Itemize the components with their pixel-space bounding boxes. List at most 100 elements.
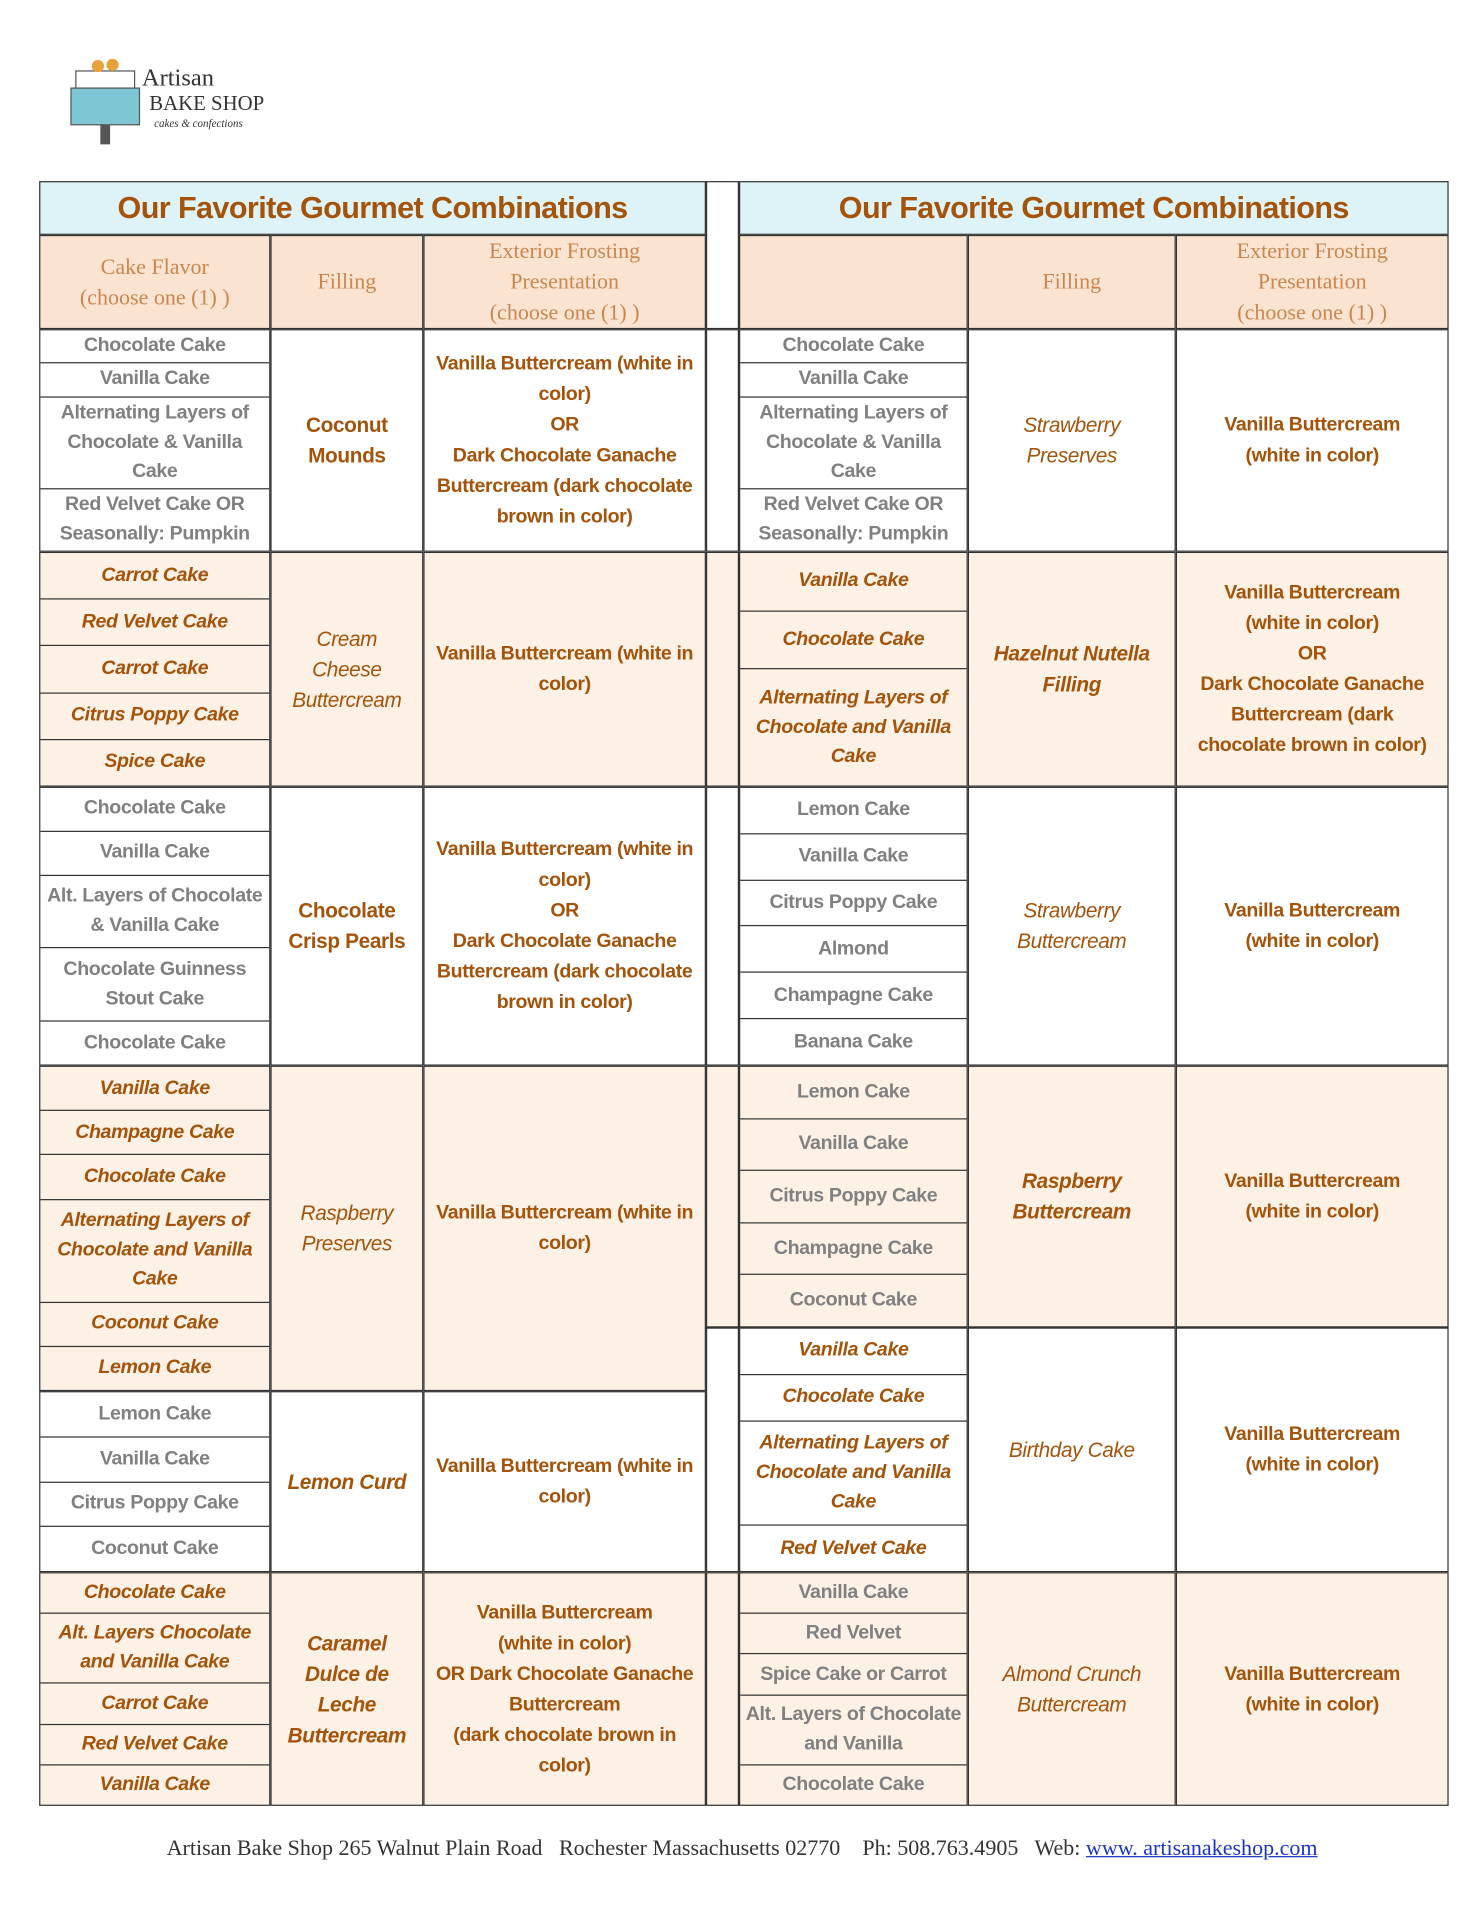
logo-stand [100,124,111,145]
logo-cake-top [75,70,136,89]
frosting: Vanilla Buttercream (white in color) OR … [1175,551,1449,787]
web-label: Web: [1034,1835,1081,1860]
flavor: Alternating Layers of Chocolate and Vani… [755,687,951,767]
flavor: Spice Cake or Carrot [740,1655,967,1696]
filling: Chocolate Crisp Pearls [270,786,424,1066]
flavor: Lemon Cake [740,1067,967,1120]
flavor: Citrus Poppy Cake [740,880,967,927]
flavor: Chocolate Cake [40,330,270,364]
filling: Caramel Dulce de Leche Buttercream [270,1572,424,1806]
frosting: Vanilla Buttercream (white in color) OR … [423,1572,706,1806]
table-title: Our Favorite Gourmet Combinations [738,181,1449,235]
filling: Strawberry Preserves [967,329,1176,552]
table-title: Our Favorite Gourmet Combinations [39,181,706,235]
filling: Raspberry Preserves [270,1065,424,1392]
flavor: Carrot Cake [40,647,270,694]
flavor-list: Chocolate Cake Alt. Layers Chocolate and … [39,1572,271,1806]
flavor-list: Lemon Cake Vanilla Cake Citrus Poppy Cake C… [39,1391,271,1573]
flavor: Almond [740,927,967,974]
flavor: Red Velvet Cake [40,600,270,647]
flavor-list: Vanilla Cake Chocolate Cake Alternating La… [738,551,968,787]
frosting: Vanilla Buttercream (white in color) OR … [423,786,706,1066]
flavor: Alternating Layers of Chocolate and Vani… [740,1421,967,1527]
flavor: Chocolate Cake [740,611,967,670]
logo-line1: Artisan [142,65,214,92]
flavor: Vanilla Cake [99,1773,211,1795]
filling: Strawberry Buttercream [967,786,1176,1066]
flavor: Citrus Poppy Cake [40,693,270,740]
flavor: Red Velvet Cake OR Seasonally: Pumpkin [758,494,949,545]
column-header: Filling [270,234,424,330]
frosting: Vanilla Buttercream (white in color) [423,1065,706,1392]
frosting: Vanilla Buttercream (white in color) [423,551,706,787]
flavor: Alt. Layers of Chocolate and Vanilla [740,1695,967,1766]
flavor: Alt. Layers Chocolate and Vanilla Cake [40,1614,270,1685]
filling: Hazelnut Nutella Filling [967,551,1176,787]
flavor: Coconut Cake [789,1289,918,1311]
filling: Birthday Cake [967,1327,1176,1573]
flavor-list: Chocolate Cake Vanilla Cake Alt. Layers of… [39,786,271,1066]
flavor: Vanilla Cake [740,364,967,398]
flavor: Chocolate Cake [40,788,270,832]
flavor: Vanilla Cake [740,1573,967,1615]
footer: Artisan Bake Shop 265 Walnut Plain Road … [0,1835,1484,1861]
gap-cell [705,1572,739,1806]
flavor: Chocolate Cake [40,1155,270,1200]
flavor: Red Velvet Cake [40,1725,270,1766]
column-header: Filling [967,234,1176,330]
flavor: Red Velvet Cake OR Seasonally: Pumpkin [59,494,250,545]
flavor: Lemon Cake [740,788,967,835]
frosting: Vanilla Buttercream (white in color) [1175,1327,1449,1573]
flavor: Red Velvet [740,1614,967,1655]
flavor: Chocolate Cake [782,1773,925,1795]
logo-flower [106,58,119,71]
flavor: Chocolate Cake [740,1375,967,1422]
logo-line2: BAKE SHOP [149,92,264,115]
column-header: Exterior Frosting Presentation (choose o… [1175,234,1449,330]
flavor: Red Velvet Cake [780,1537,927,1559]
flavor: Chocolate Cake [83,1032,226,1053]
flavor-list: Chocolate Cake Vanilla Cake Alternating La… [738,329,968,552]
flavor: Alt. Layers of Chocolate & Vanilla Cake [40,876,270,949]
flavor: Vanilla Cake [740,1119,967,1172]
frosting: Vanilla Buttercream (white in color) [1175,1572,1449,1806]
flavor: Coconut Cake [91,1538,219,1559]
flavor: Vanilla Cake [740,1329,967,1375]
flavor: Citrus Poppy Cake [740,1171,967,1224]
flavor: Spice Cake [104,751,206,773]
flavor: Vanilla Cake [740,553,967,612]
flavor-list: Vanilla Cake Champagne Cake Chocolate Cake… [39,1065,271,1392]
gap-cell [705,1327,739,1573]
flavor-list: Vanilla Cake Red Velvet Spice Cake or Carr… [738,1572,968,1806]
flavor: Vanilla Cake [740,834,967,881]
flavor: Lemon Cake [98,1357,212,1379]
flavor: Chocolate Cake [740,330,967,364]
web-link[interactable]: www. artisanakeshop.com [1085,1835,1318,1860]
flavor: Vanilla Cake [40,832,270,876]
logo-line3: cakes & confections [154,118,243,130]
flavor: Chocolate Guinness Stout Cake [40,949,270,1022]
logo-flower [91,59,104,73]
flavor: Champagne Cake [40,1111,270,1156]
gap-cell [705,786,739,1066]
filling: Coconut Mounds [270,329,424,552]
frosting: Vanilla Buttercream (white in color) [1175,329,1449,552]
flavor: Carrot Cake [40,1684,270,1725]
flavor: Alternating Layers of Chocolate & Vanill… [40,397,270,490]
phone: Ph: 508.763.4905 [862,1835,1019,1860]
gap-title [705,181,739,330]
address: Artisan Bake Shop 265 Walnut Plain Road … [166,1835,841,1860]
flavor: Alternating Layers of Chocolate & Vanill… [740,397,967,490]
gap-cell [705,551,739,787]
flavor: Champagne Cake [740,1223,967,1276]
flavor: Champagne Cake [740,973,967,1020]
flavor-list: Lemon Cake Vanilla Cake Citrus Poppy Cake A… [738,786,968,1066]
flavor: Banana Cake [793,1030,913,1052]
flavor: Carrot Cake [40,553,270,600]
frosting: Vanilla Buttercream (white in color) [1175,786,1449,1066]
column-header: Cake Flavor (choose one (1) ) [39,234,271,330]
flavor-list: Vanilla Cake Chocolate Cake Alternating La… [738,1327,968,1573]
flavor: Alternating Layers of Chocolate and Vani… [40,1200,270,1303]
